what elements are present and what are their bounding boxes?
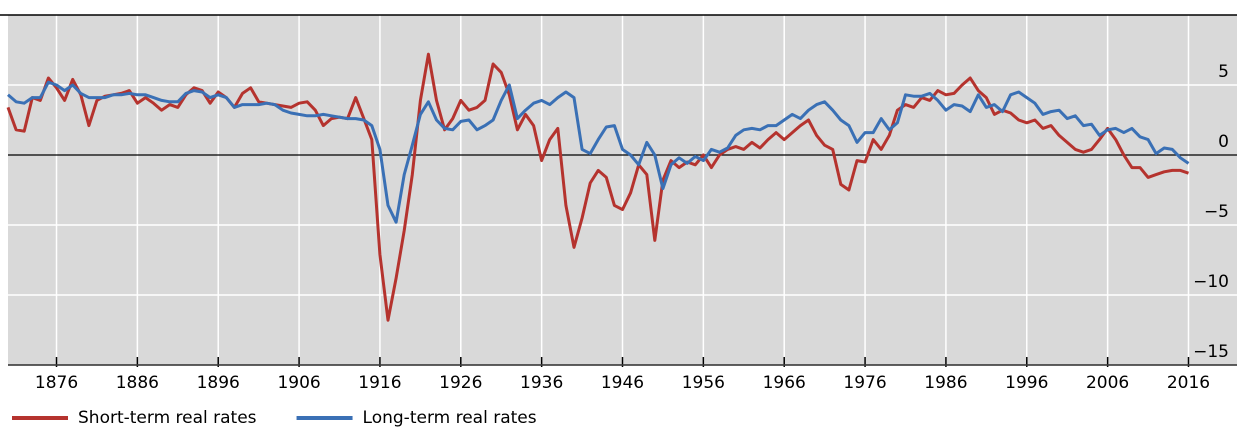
series-line: [7, 80, 1190, 224]
x-tick-label: 1896: [197, 373, 240, 393]
x-tick-label: 2006: [1086, 373, 1129, 393]
y-tick-label: −5: [1204, 202, 1229, 222]
x-tick-label: 1916: [358, 373, 401, 393]
y-tick-label: 5: [1218, 62, 1229, 82]
x-tick-label: 1956: [682, 373, 725, 393]
legend-label: Short-term real rates: [78, 408, 257, 428]
legend-label: Long-term real rates: [363, 408, 537, 428]
y-tick-label: −15: [1193, 342, 1229, 362]
x-tick-label: 1996: [1005, 373, 1048, 393]
y-tick-label: −10: [1193, 272, 1229, 292]
x-tick-label: 1876: [35, 373, 78, 393]
x-tick-label: 2016: [1167, 373, 1210, 393]
x-tick-label: 1966: [763, 373, 806, 393]
y-tick-label: 0: [1218, 132, 1229, 152]
x-tick-label: 1986: [924, 373, 967, 393]
x-tick-label: 1946: [601, 373, 644, 393]
x-tick-label: 1886: [116, 373, 159, 393]
x-tick-label: 1976: [843, 373, 886, 393]
x-tick-label: 1936: [520, 373, 563, 393]
x-tick-label: 1926: [439, 373, 482, 393]
x-tick-label: 1906: [277, 373, 320, 393]
